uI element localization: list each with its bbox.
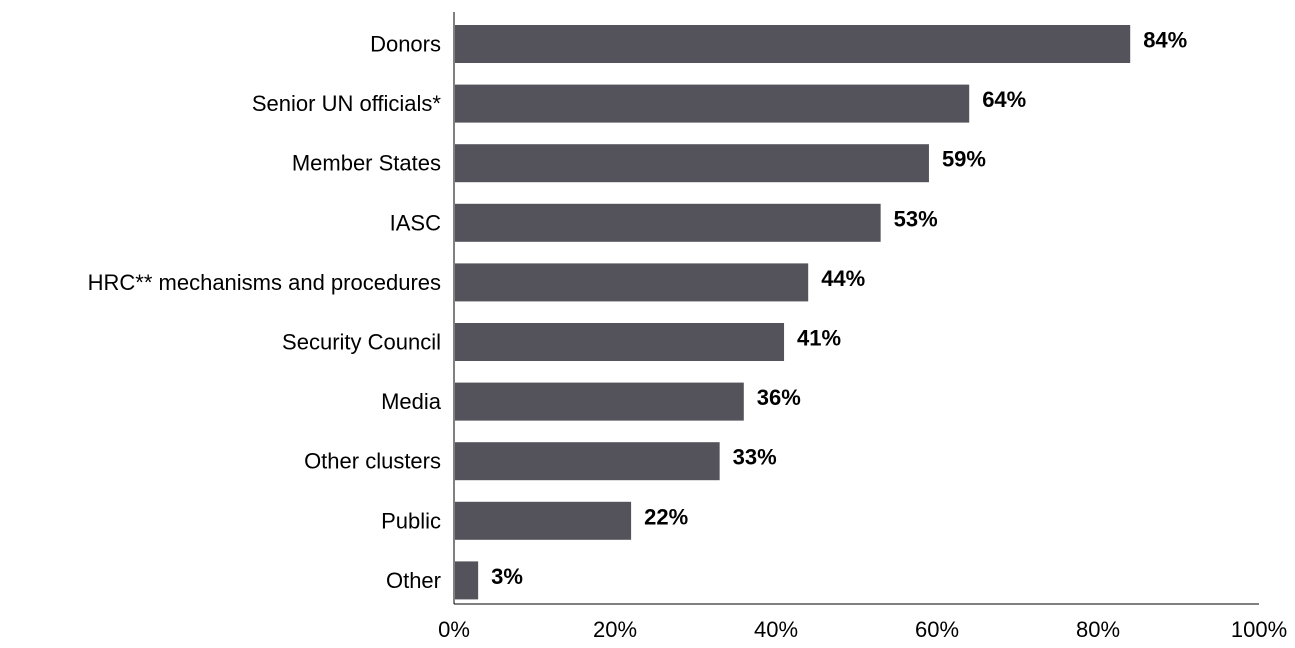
data-label: 22% (644, 504, 688, 529)
category-label: Other clusters (304, 449, 441, 474)
bar (455, 25, 1131, 63)
data-labels: 84% 64% 59% 53% 44% 41% 36% 33% 22% 3% (491, 28, 1187, 589)
x-tick-label: 40% (754, 617, 798, 642)
x-tick-label: 60% (915, 617, 959, 642)
bar (455, 561, 479, 600)
bar (455, 501, 632, 540)
bars (455, 25, 1131, 600)
bar (455, 442, 720, 481)
x-axis-tick-labels: 0% 20% 40% 60% 80% 100% (438, 617, 1287, 642)
data-label: 36% (757, 385, 801, 410)
data-label: 53% (894, 206, 938, 231)
data-label: 84% (1143, 28, 1187, 53)
data-label: 44% (821, 266, 865, 291)
bar (455, 144, 929, 183)
category-label: Public (381, 508, 441, 533)
data-label: 41% (797, 326, 841, 351)
bar (455, 323, 785, 361)
data-label: 3% (491, 564, 523, 589)
data-label: 33% (733, 445, 777, 470)
category-label: Security Council (282, 330, 441, 355)
category-label: HRC** mechanisms and procedures (88, 270, 441, 295)
x-tick-label: 0% (438, 617, 470, 642)
bar (455, 203, 881, 242)
bar (455, 84, 970, 123)
category-labels: Donors Senior UN officials* Member States I… (88, 32, 442, 593)
x-tick-label: 80% (1076, 617, 1120, 642)
x-tick-label: 100% (1231, 617, 1287, 642)
category-label: Donors (370, 32, 441, 57)
category-label: Media (381, 389, 442, 414)
data-label: 59% (942, 147, 986, 172)
data-label: 64% (982, 87, 1026, 112)
category-label: IASC (390, 210, 441, 235)
category-label: Member States (292, 151, 441, 176)
bar (455, 382, 744, 421)
x-tick-label: 20% (593, 617, 637, 642)
bar (455, 263, 809, 302)
category-label: Senior UN officials* (252, 91, 442, 116)
category-label: Other (386, 568, 441, 593)
